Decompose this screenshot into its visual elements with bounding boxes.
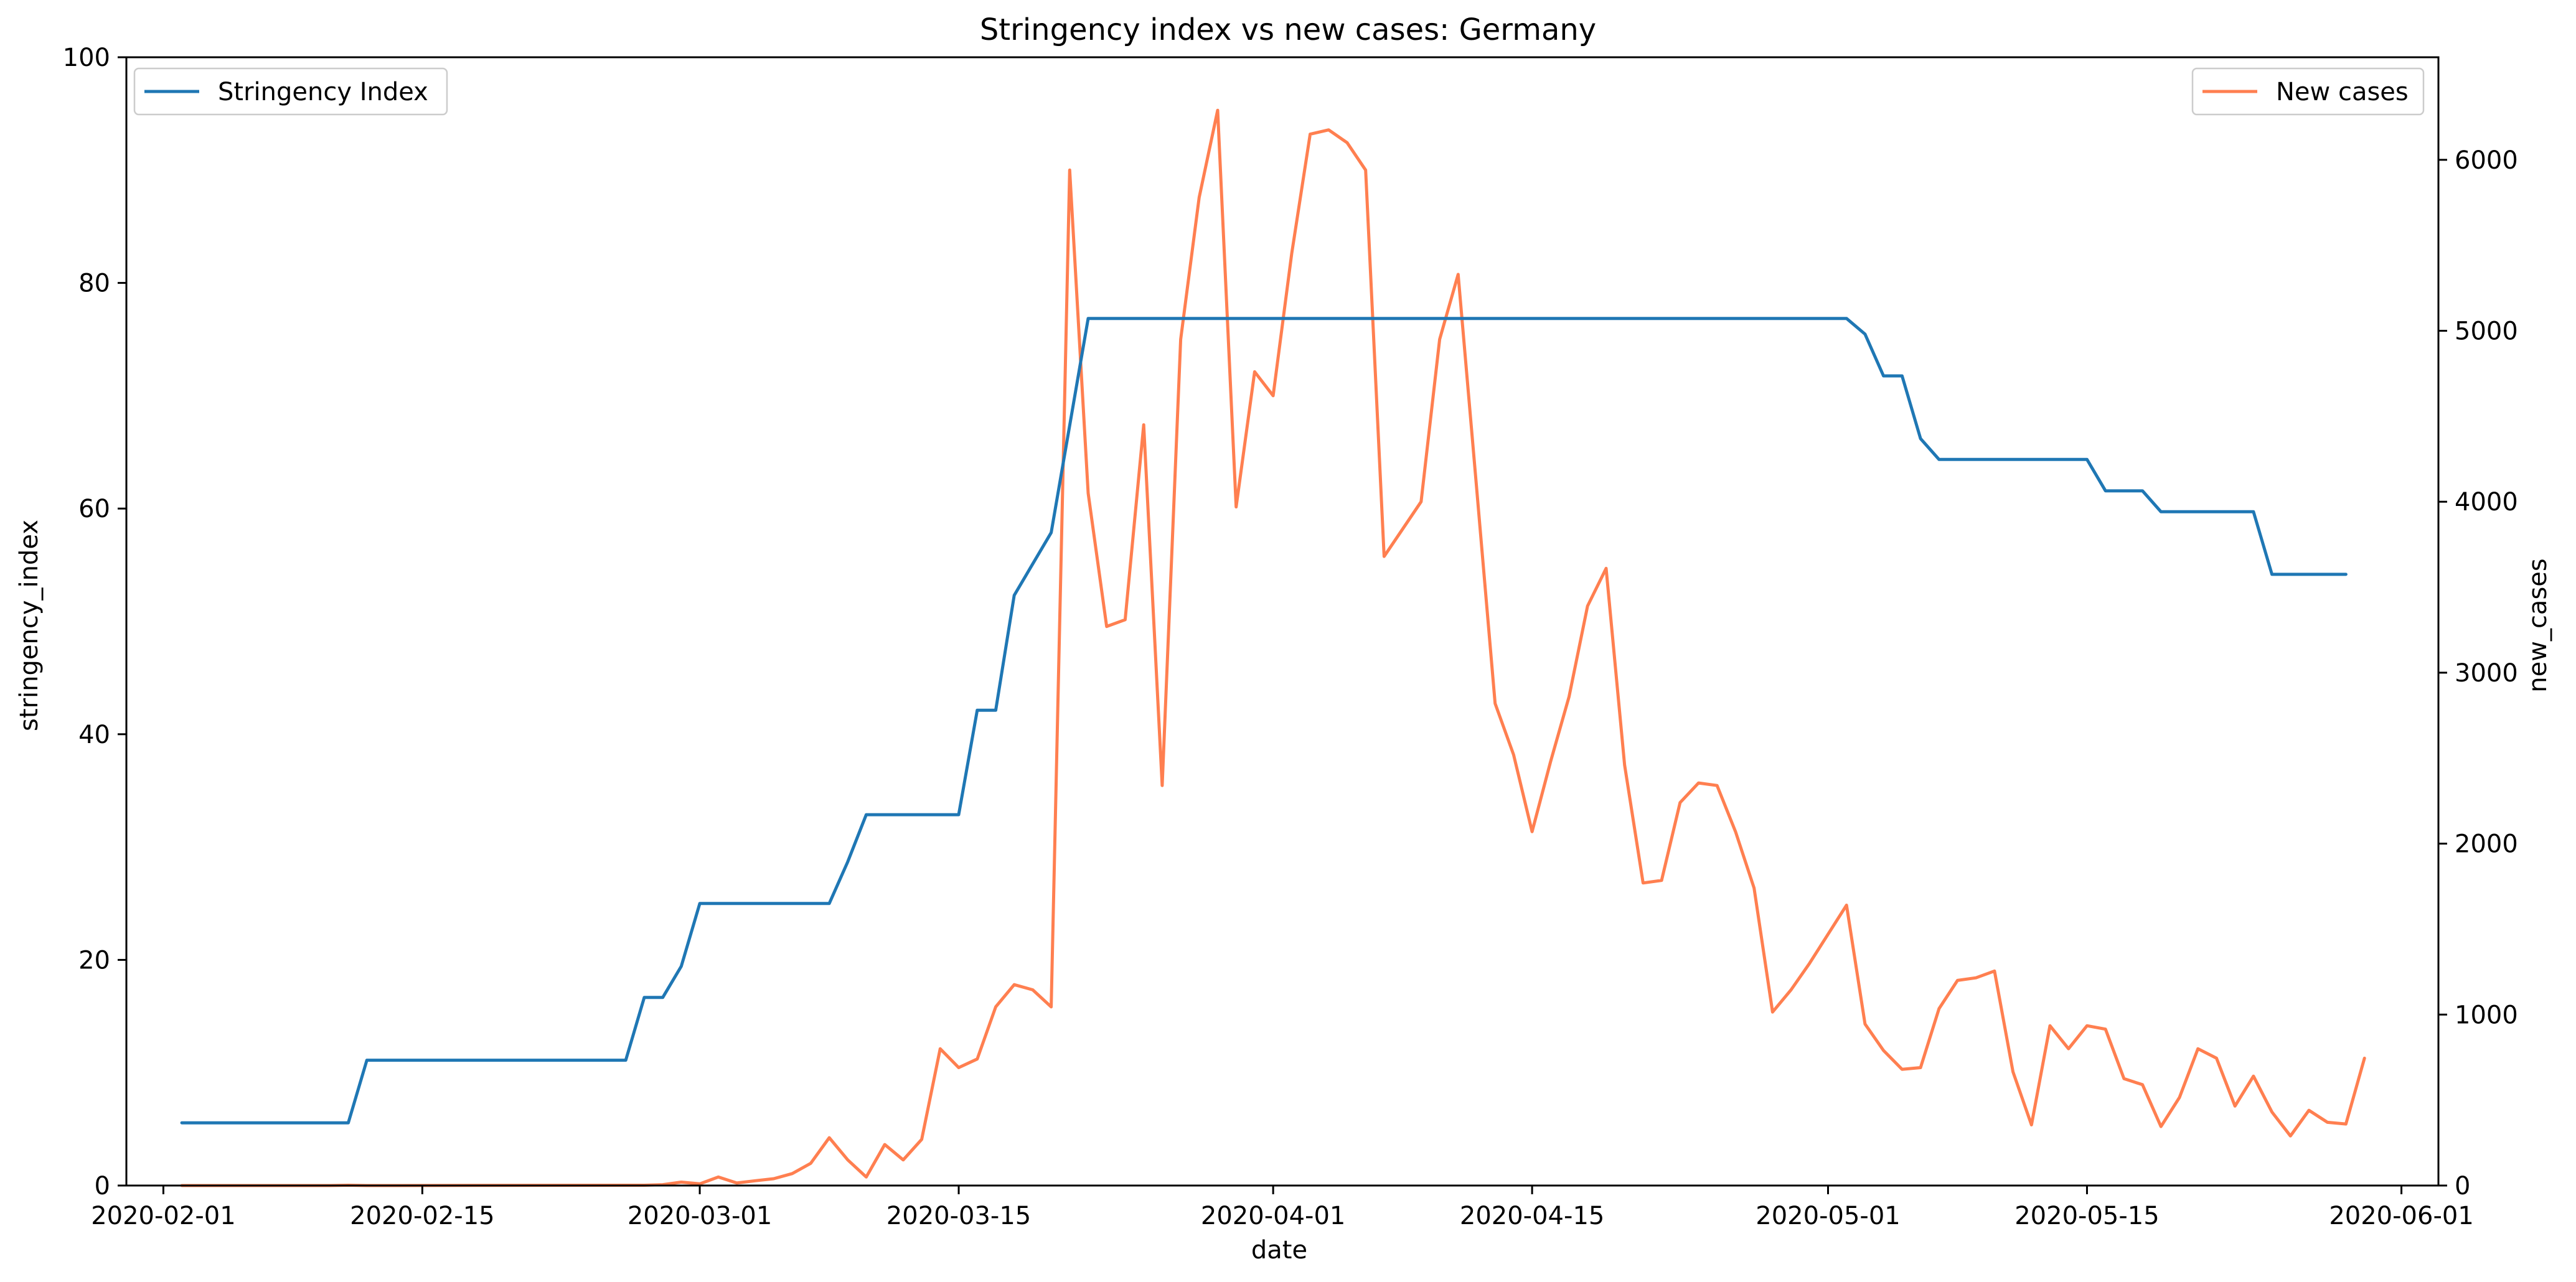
y-left-tick-label: 40 xyxy=(78,721,110,749)
legend-stringency-label: Stringency Index xyxy=(218,78,428,106)
legend-new-cases-box xyxy=(2191,67,2425,116)
y-axis-right: 0 1000 2000 3000 4000 5000 6000 xyxy=(2438,146,2518,1200)
y-right-tick-label: 0 xyxy=(2455,1172,2470,1200)
y-axis-label-left: stringency_index xyxy=(15,520,44,731)
x-tick-label: 2020-03-15 xyxy=(886,1202,1031,1230)
x-axis: 2020-02-01 2020-02-15 2020-03-01 2020-03-15… xyxy=(91,1186,2474,1230)
series-stringency-index-line xyxy=(180,317,2348,1125)
y-right-tick-label: 5000 xyxy=(2455,317,2518,346)
y-left-tick-label: 20 xyxy=(78,946,110,975)
y-left-tick-label: 100 xyxy=(63,44,110,72)
chart-title: Stringency index vs new cases: Germany xyxy=(980,12,1596,47)
plot-area xyxy=(180,108,2366,1187)
legend-new-cases: New cases xyxy=(2191,67,2425,116)
series-new-cases-line xyxy=(180,108,2366,1187)
x-tick-label: 2020-04-15 xyxy=(1460,1202,1604,1230)
plot-frame xyxy=(125,56,2440,1187)
y-axis-left: 0 20 40 60 80 100 xyxy=(63,44,126,1200)
x-tick-label: 2020-06-01 xyxy=(2329,1202,2473,1230)
y-right-tick-label: 3000 xyxy=(2455,659,2518,688)
y-right-tick-label: 6000 xyxy=(2455,146,2518,175)
y-left-tick-label: 0 xyxy=(95,1172,110,1200)
x-tick-label: 2020-03-01 xyxy=(628,1202,772,1230)
x-tick-label: 2020-02-01 xyxy=(91,1202,235,1230)
y-right-tick-label: 1000 xyxy=(2455,1001,2518,1029)
x-tick-label: 2020-04-01 xyxy=(1201,1202,1345,1230)
y-right-tick-label: 2000 xyxy=(2455,830,2518,859)
x-tick-label: 2020-02-15 xyxy=(350,1202,494,1230)
legend-stringency-box xyxy=(133,67,448,116)
legend-stringency: Stringency Index xyxy=(133,67,448,116)
x-tick-label: 2020-05-01 xyxy=(1756,1202,1900,1230)
y-right-tick-label: 4000 xyxy=(2455,488,2518,517)
y-left-tick-label: 80 xyxy=(78,269,110,298)
x-axis-label: date xyxy=(1251,1236,1307,1265)
y-axis-label-right: new_cases xyxy=(2524,558,2552,692)
y-left-tick-label: 60 xyxy=(78,495,110,523)
legend-new-cases-label: New cases xyxy=(2276,78,2409,106)
x-tick-label: 2020-05-15 xyxy=(2014,1202,2159,1230)
